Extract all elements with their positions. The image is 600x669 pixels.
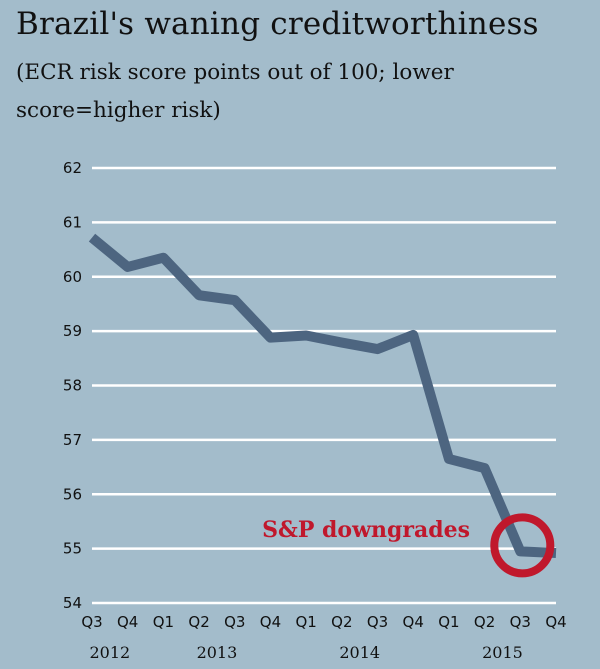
x-tick-label: Q4 [545, 613, 566, 631]
chart-title: Brazil's waning creditworthiness [16, 6, 539, 42]
year-label: 2013 [197, 643, 238, 662]
x-tick-label: Q2 [474, 613, 495, 631]
y-tick-label: 58 [63, 377, 82, 395]
y-tick-label: 55 [63, 540, 82, 558]
x-tick-label: Q4 [117, 613, 138, 631]
series-line [88, 233, 557, 558]
x-tick-label: Q2 [188, 613, 209, 631]
x-tick-label: Q3 [367, 613, 388, 631]
y-tick-label: 59 [63, 322, 82, 340]
y-tick-label: 54 [63, 594, 82, 612]
y-tick-label: 56 [63, 485, 82, 503]
x-tick-label: Q2 [331, 613, 352, 631]
x-tick-label: Q1 [295, 613, 316, 631]
y-tick-label: 60 [63, 268, 82, 286]
x-tick-label: Q3 [224, 613, 245, 631]
year-label: 2014 [339, 643, 380, 662]
year-label: 2015 [482, 643, 523, 662]
x-tick-label: Q3 [510, 613, 531, 631]
y-tick-label: 62 [63, 159, 82, 177]
x-tick-label: Q4 [403, 613, 424, 631]
year-label: 2012 [89, 643, 130, 662]
y-tick-label: 57 [63, 431, 82, 449]
x-tick-label: Q4 [260, 613, 281, 631]
x-tick-label: Q1 [153, 613, 174, 631]
x-tick-label: Q3 [81, 613, 102, 631]
x-tick-label: Q1 [438, 613, 459, 631]
chart-subtitle: (ECR risk score points out of 100; lower… [16, 60, 454, 123]
annotation-label: S&P downgrades [262, 517, 470, 543]
annotation-circle [490, 513, 555, 578]
y-tick-label: 61 [63, 213, 82, 231]
